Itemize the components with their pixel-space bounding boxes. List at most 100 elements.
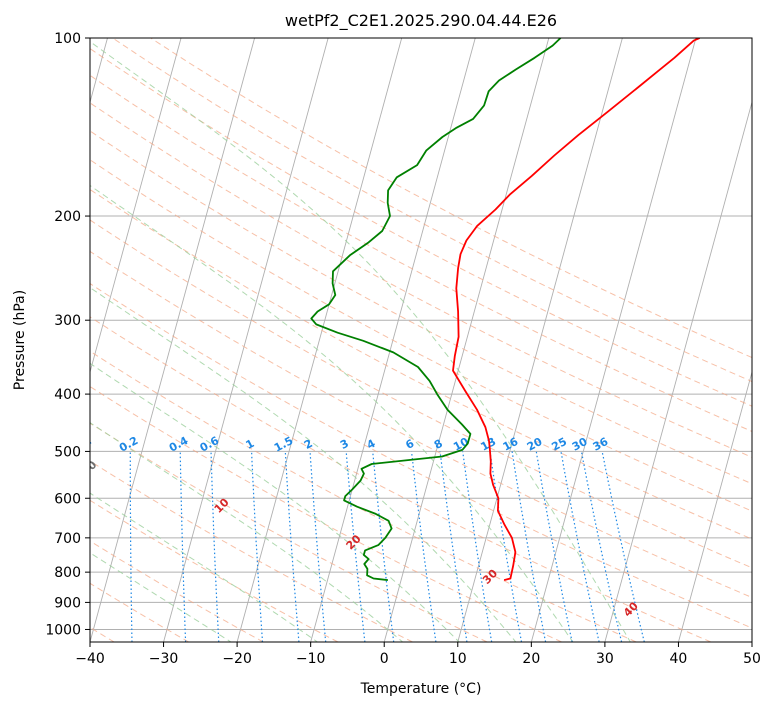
x-tick-label: −30	[149, 651, 179, 667]
x-tick-label: 40	[670, 651, 688, 667]
y-tick-label: 200	[54, 209, 81, 225]
mixing-ratio-label: 16	[501, 435, 521, 454]
x-tick-label: 10	[449, 651, 467, 667]
mixing-ratio-label: 36	[591, 435, 611, 454]
chart-title: wetPf2_C2E1.2025.290.04.44.E26	[285, 11, 557, 31]
dry-adiabat-line	[90, 422, 488, 642]
dry-adiabat-line	[90, 219, 752, 569]
dry-adiabat-line	[90, 250, 752, 599]
reference-line-labels: 0.10.20.40.611.52346810131620253036-100-…	[0, 430, 641, 620]
y-tick-label: 300	[54, 313, 81, 329]
dry-adiabat-line	[90, 540, 264, 642]
isotherm-line	[457, 38, 623, 642]
moist-adiabat-line	[90, 422, 404, 642]
mixing-ratio-line	[372, 451, 395, 642]
moist-adiabat-lines	[90, 40, 631, 642]
isotherm-line	[751, 640, 752, 642]
mixing-ratio-lines	[82, 451, 645, 642]
y-tick-label: 800	[54, 565, 81, 581]
moist-adiabat-line	[90, 362, 460, 642]
mixing-ratio-line	[345, 451, 366, 642]
dry-adiabat-line	[90, 582, 189, 642]
isotherm-line	[90, 38, 256, 642]
mixing-ratio-line	[410, 451, 437, 642]
mixing-ratio-line	[462, 451, 493, 642]
mixing-ratio-line	[210, 451, 220, 642]
dry-adiabat-line	[90, 499, 339, 642]
mixing-ratio-label: 10	[451, 435, 471, 454]
moist-adiabat-line	[90, 287, 517, 642]
y-tick-label: 500	[54, 444, 81, 460]
dewpoint-profile-line	[310, 38, 562, 581]
isotherm-line	[604, 100, 752, 642]
mixing-ratio-label: 25	[549, 435, 569, 454]
x-tick-label: 0	[380, 651, 389, 667]
mixing-ratio-line	[439, 451, 468, 642]
dry-adiabat-line	[90, 159, 752, 512]
isotherm-lines	[90, 38, 752, 642]
dry-adiabat-lines	[90, 38, 752, 642]
isotherm-line	[163, 38, 329, 642]
y-tick-label: 400	[54, 387, 81, 403]
mixing-ratio-line	[82, 451, 84, 642]
isotherm-line	[236, 38, 403, 642]
moist-adiabat-line	[90, 184, 574, 642]
mixing-ratio-line	[601, 451, 645, 642]
dry-adiabat-line	[150, 38, 752, 359]
isotherm-line	[530, 38, 697, 642]
x-tick-label: −40	[75, 651, 105, 667]
dry-adiabat-line	[90, 282, 752, 629]
mixing-ratio-label: 13	[479, 435, 499, 454]
y-tick-label: 600	[54, 491, 81, 507]
isotherm-line	[383, 38, 550, 642]
dry-adiabat-line	[90, 460, 413, 642]
dry-adiabat-label: 30	[480, 567, 500, 587]
mixing-ratio-line	[309, 451, 327, 642]
y-axis-ticks: 100 200 300 400 500 600 700 800 900 1000	[45, 31, 90, 638]
x-tick-label: −10	[296, 651, 326, 667]
plot-frame	[89, 37, 753, 643]
moist-adiabat-line	[90, 492, 319, 642]
mixing-ratio-label: 4	[365, 437, 378, 452]
profile-series	[310, 38, 700, 581]
dry-adiabat-label: -10	[0, 430, 7, 453]
moist-adiabat-line	[90, 552, 232, 642]
y-tick-label: 900	[54, 595, 81, 611]
y-axis-label: Pressure (hPa)	[12, 290, 28, 390]
x-tick-label: 50	[743, 651, 761, 667]
x-tick-label: −20	[222, 651, 252, 667]
x-tick-label: 20	[522, 651, 540, 667]
dry-adiabat-line	[90, 385, 562, 642]
mixing-ratio-line	[560, 451, 600, 642]
x-axis-ticks: −40 −30 −20 −10 0 10 20 30 40 50	[75, 642, 761, 667]
dry-adiabat-line	[90, 74, 752, 432]
x-axis-label: Temperature (°C)	[360, 681, 482, 697]
dry-adiabat-line	[90, 102, 752, 458]
temperature-profile-line	[452, 38, 700, 581]
isotherm-line	[90, 38, 182, 374]
moist-adiabat-line	[90, 40, 631, 642]
dry-adiabat-line	[90, 47, 752, 407]
dry-adiabat-line	[90, 350, 637, 642]
y-tick-label: 100	[54, 31, 81, 47]
dry-adiabat-line	[90, 316, 712, 642]
dry-adiabat-label: 0	[85, 458, 100, 473]
isotherm-line	[678, 370, 752, 642]
mixing-ratio-label: 3	[338, 437, 351, 452]
x-tick-label: 30	[596, 651, 614, 667]
mixing-ratio-line	[580, 451, 623, 642]
mixing-ratio-line	[251, 451, 264, 642]
y-tick-label: 700	[54, 531, 81, 547]
dry-adiabat-label: 20	[344, 532, 364, 552]
y-tick-label: 1000	[45, 622, 81, 638]
mixing-ratio-label: 6	[403, 437, 416, 452]
mixing-ratio-line	[129, 451, 133, 642]
mixing-ratio-label: 0.1	[70, 434, 93, 455]
mixing-ratio-label: 20	[525, 435, 545, 454]
mixing-ratio-label: 30	[570, 435, 590, 454]
dry-adiabat-line	[90, 188, 752, 540]
mixing-ratio-line	[535, 451, 573, 642]
mixing-ratio-line	[284, 451, 300, 642]
mixing-ratio-label: 1	[244, 437, 257, 452]
